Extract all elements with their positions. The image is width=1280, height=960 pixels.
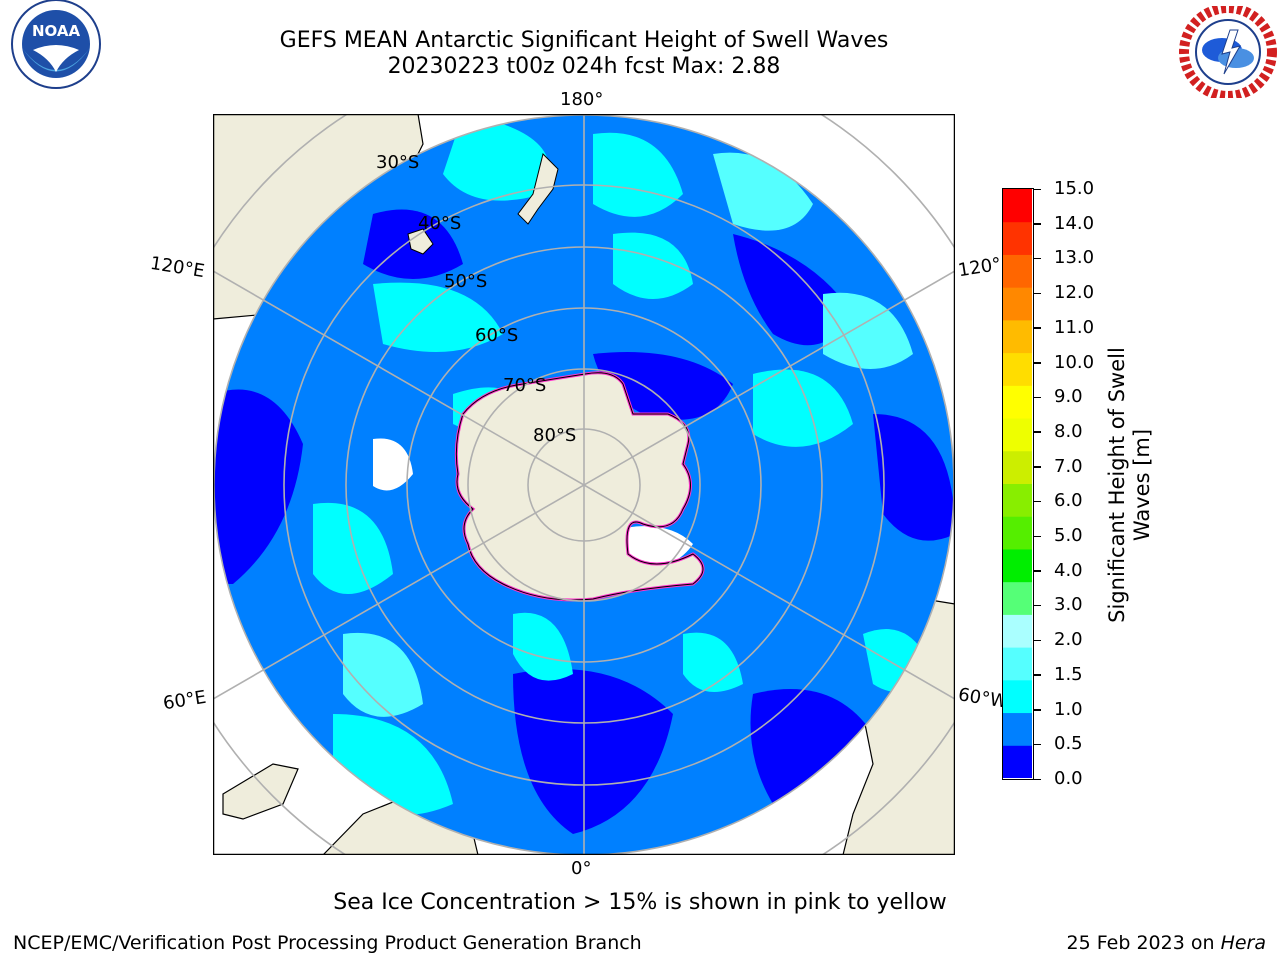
colorbar-tick-label: 10.0 <box>1054 351 1095 373</box>
colorbar-bin <box>1003 745 1032 778</box>
colorbar-tick-label: 7.0 <box>1054 455 1083 477</box>
madagascar-land <box>222 763 299 820</box>
colorbar-tick-mark <box>1034 674 1041 676</box>
colorbar-bin <box>1003 287 1032 321</box>
colorbar-tick-mark <box>1034 570 1041 572</box>
nws-logo <box>1178 3 1278 101</box>
colorbar-bin <box>1003 614 1032 648</box>
colorbar-tick-mark <box>1034 743 1041 746</box>
colorbar-tick-label: 12.0 <box>1054 282 1095 304</box>
map-title: GEFS MEAN Antarctic Significant Height o… <box>279 28 889 53</box>
colorbar-bin <box>1003 581 1032 615</box>
colorbar-tick-label: 4.0 <box>1054 559 1083 581</box>
colorbar-bin <box>1003 450 1032 484</box>
colorbar-tick-label: 2.0 <box>1054 629 1083 651</box>
colorbar-tick-mark <box>1034 466 1041 468</box>
colorbar-tick-mark <box>1034 778 1041 780</box>
colorbar-tick-label: 0.0 <box>1054 768 1083 789</box>
colorbar-tick-mark <box>1034 535 1041 538</box>
colorbar-bin <box>1003 712 1032 746</box>
colorbar-tick-mark <box>1034 257 1041 260</box>
colorbar-tick-label: 1.0 <box>1054 698 1083 720</box>
noaa-logo: NOAA <box>3 0 103 90</box>
colorbar-tick-mark <box>1034 396 1041 399</box>
colorbar-tick-label: 8.0 <box>1054 420 1083 442</box>
colorbar-title: Significant Height of Swell Waves [m] <box>1105 347 1154 623</box>
colorbar-tick-mark <box>1034 709 1041 711</box>
colorbar-tick-label: 6.0 <box>1054 490 1083 512</box>
colorbar-bin <box>1003 548 1032 583</box>
footer-credit: NCEP/EMC/Verification Post Processing Pr… <box>13 932 642 954</box>
colorbar-bin <box>1003 221 1032 255</box>
lat-label-80s: 80°S <box>533 425 577 446</box>
lat-label-50s: 50°S <box>444 271 488 292</box>
lat-label-60s: 60°S <box>475 325 519 346</box>
colorbar-tick-label: 9.0 <box>1054 386 1083 408</box>
colorbar-tick-label: 11.0 <box>1054 316 1095 338</box>
lon-label-60e: 60°E <box>161 686 208 715</box>
colorbar-bin <box>1003 516 1032 550</box>
colorbar-tick-label: 5.0 <box>1054 525 1083 547</box>
lat-label-70s: 70°S <box>503 375 547 396</box>
colorbar-tick-label: 14.0 <box>1054 212 1095 234</box>
lon-label-120e: 120°E <box>148 252 207 283</box>
colorbar-tick-mark <box>1034 604 1041 607</box>
tasmania-land <box>407 228 434 255</box>
colorbar <box>1002 188 1034 780</box>
colorbar-tick-mark <box>1034 223 1041 225</box>
colorbar-tick-mark <box>1034 500 1041 503</box>
lon-label-180: 180° <box>560 89 604 110</box>
colorbar-tick-mark <box>1034 362 1041 364</box>
colorbar-bin <box>1003 352 1032 386</box>
colorbar-bin <box>1003 385 1032 419</box>
colorbar-bin <box>1003 319 1032 354</box>
colorbar-tick-label: 1.5 <box>1054 663 1083 685</box>
lon-label-0: 0° <box>571 858 592 879</box>
colorbar-bin <box>1003 483 1032 517</box>
colorbar-tick-mark <box>1034 292 1041 295</box>
colorbar-tick-label: 3.0 <box>1054 594 1083 616</box>
footer-date: 25 Feb 2023 on Hera <box>1066 932 1266 954</box>
colorbar-bin <box>1003 418 1032 452</box>
polar-map <box>143 44 1025 926</box>
colorbar-tick-mark <box>1034 188 1041 190</box>
colorbar-tick-mark <box>1034 327 1041 329</box>
lon-label-120w: 120° <box>956 253 1003 282</box>
colorbar-bin <box>1003 189 1032 223</box>
lat-label-40s: 40°S <box>418 213 462 234</box>
map-subtitle: 20230223 t00z 024h fcst Max: 2.88 <box>387 54 781 79</box>
colorbar-tick-label: 0.5 <box>1054 733 1083 755</box>
colorbar-tick-mark <box>1034 639 1041 642</box>
colorbar-tick-label: 15.0 <box>1054 178 1095 199</box>
colorbar-bin <box>1003 647 1032 681</box>
colorbar-tick-label: 13.0 <box>1054 247 1095 269</box>
colorbar-tick-mark <box>1034 431 1041 433</box>
sea-ice-note: Sea Ice Concentration > 15% is shown in … <box>333 890 947 915</box>
colorbar-bin <box>1003 254 1032 288</box>
svg-text:NOAA: NOAA <box>32 22 81 40</box>
lat-label-30s: 30°S <box>376 152 420 173</box>
colorbar-bin <box>1003 679 1032 714</box>
